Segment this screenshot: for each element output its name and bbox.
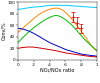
200°C	[66, 53, 67, 54]
500°C	[65, 12, 66, 13]
500°C	[96, 51, 98, 52]
300°C	[18, 42, 19, 43]
500°C	[66, 13, 67, 14]
600°C	[18, 28, 19, 29]
600°C	[64, 49, 66, 50]
300°C	[66, 20, 67, 21]
400°C	[89, 7, 90, 8]
400°C	[18, 9, 19, 10]
600°C	[89, 55, 90, 56]
500°C	[64, 11, 66, 12]
200°C	[29, 46, 30, 47]
300°C	[96, 50, 98, 51]
500°C	[55, 8, 57, 9]
400°C	[17, 9, 19, 10]
200°C	[18, 48, 19, 49]
400°C	[64, 5, 66, 6]
600°C	[84, 54, 85, 55]
500°C	[89, 43, 90, 44]
300°C	[56, 15, 57, 16]
200°C	[64, 52, 66, 53]
400°C	[96, 7, 98, 8]
500°C	[17, 32, 19, 33]
300°C	[65, 19, 66, 20]
Line: 300°C: 300°C	[18, 16, 97, 51]
600°C	[66, 49, 67, 50]
300°C	[17, 42, 19, 43]
400°C	[66, 5, 67, 6]
Line: 400°C: 400°C	[18, 5, 97, 9]
600°C	[17, 28, 19, 29]
300°C	[64, 19, 66, 20]
500°C	[18, 32, 19, 33]
400°C	[84, 6, 85, 7]
600°C	[96, 56, 98, 57]
Line: 200°C: 200°C	[18, 47, 97, 57]
Y-axis label: Conv/%: Conv/%	[1, 22, 6, 40]
600°C	[64, 49, 65, 50]
200°C	[17, 48, 19, 49]
300°C	[89, 44, 90, 45]
X-axis label: NO₂/NOx ratio: NO₂/NOx ratio	[40, 68, 75, 73]
Line: 500°C: 500°C	[18, 8, 97, 51]
Line: 600°C: 600°C	[18, 28, 97, 56]
400°C	[65, 5, 66, 6]
200°C	[96, 56, 98, 57]
200°C	[65, 52, 66, 53]
400°C	[52, 5, 53, 6]
200°C	[89, 56, 90, 57]
500°C	[84, 36, 85, 37]
300°C	[84, 39, 85, 40]
200°C	[84, 55, 85, 56]
